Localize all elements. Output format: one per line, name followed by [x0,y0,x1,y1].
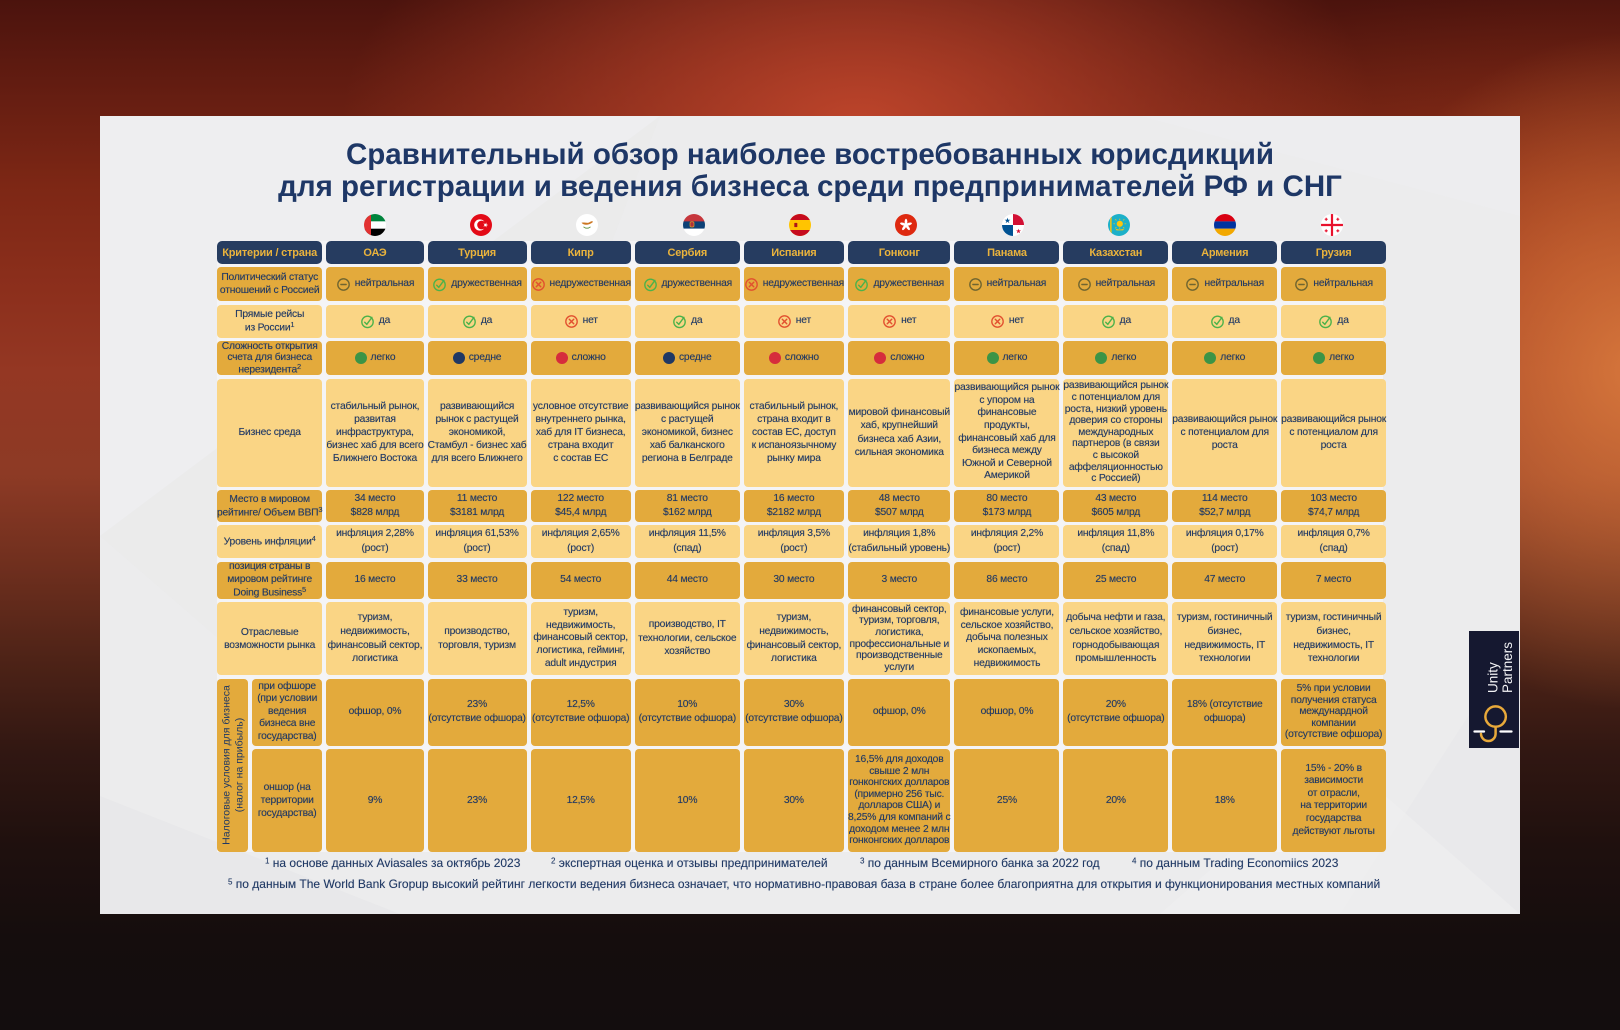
svg-text:Partners: Partners [1500,642,1515,693]
svg-text:Unity: Unity [1486,662,1501,693]
